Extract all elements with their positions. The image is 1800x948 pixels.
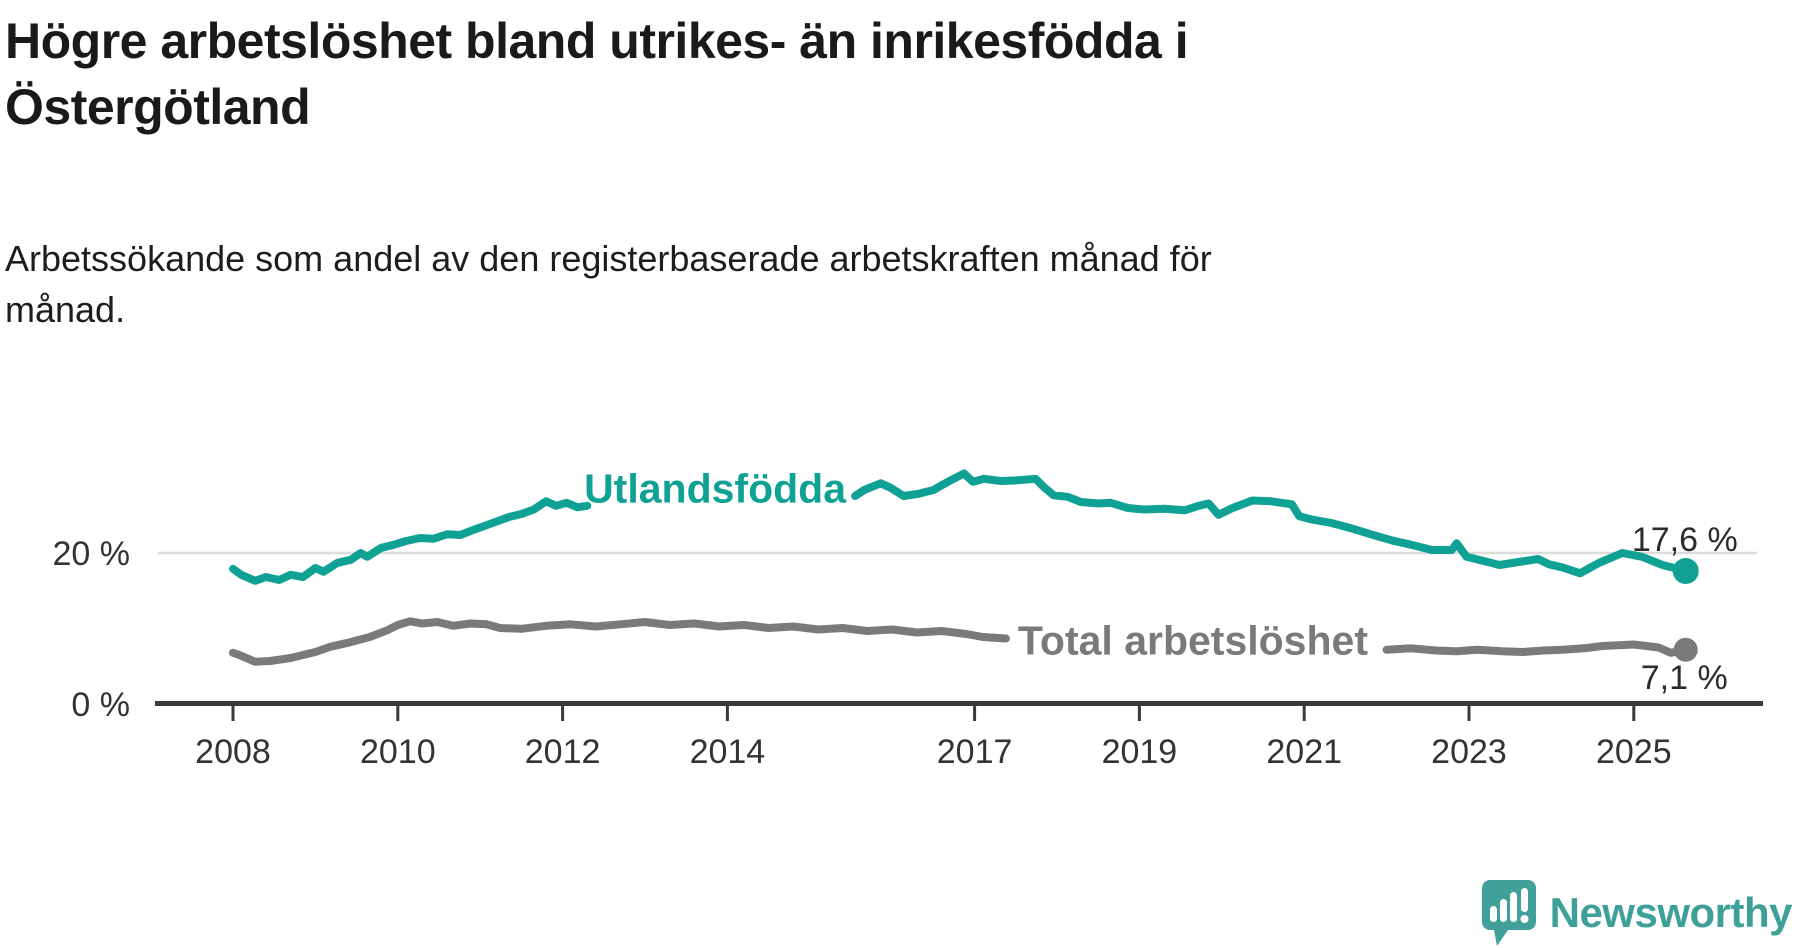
chart-title-line1: Högre arbetslöshet bland utrikes- än inr…: [5, 13, 1189, 69]
x-tick-label-2012: 2012: [525, 733, 601, 771]
end-value-label-utlandsfodda: 17,6 %: [1632, 521, 1738, 559]
x-tick-label-2017: 2017: [937, 733, 1013, 771]
series-line-utlandsfodda-seg0: [229, 497, 592, 585]
newsworthy-branding: Newsworthy: [1480, 878, 1793, 948]
chart-subtitle-line2: månad.: [5, 289, 126, 330]
x-tick-label-2023: 2023: [1431, 733, 1507, 771]
end-value-label-total: 7,1 %: [1641, 659, 1728, 697]
series-line-utlandsfodda-seg1: [851, 469, 1690, 578]
bar-3: [1509, 892, 1517, 922]
chart-title: Högre arbetslöshet bland utrikes- än inr…: [5, 8, 1525, 140]
x-tick-label-2025: 2025: [1596, 733, 1672, 771]
exclamation-stem: [1520, 888, 1528, 912]
newsworthy-logo-text: Newsworthy: [1549, 889, 1793, 936]
series-name-label-utlandsfodda: Utlandsfödda: [584, 466, 847, 512]
bar-1: [1489, 906, 1497, 922]
newsworthy-logo-icon: [1481, 880, 1536, 946]
series-line-total-seg1: [1382, 640, 1690, 657]
bar-2: [1499, 899, 1507, 922]
x-tick-label-2019: 2019: [1102, 733, 1178, 771]
x-tick-label-2010: 2010: [360, 733, 436, 771]
chart-subtitle: Arbetssökande som andel av den registerb…: [5, 233, 1485, 335]
series-labels-layer: 17,6 % Utlandsfödda 7,1 % Total arbetslöshe…: [584, 466, 1738, 697]
x-tick-label-2014: 2014: [690, 733, 766, 771]
x-axis-ticks: 2008 2010 2012 2014 2017 2019 2021 2023 2025: [195, 706, 1672, 771]
series-name-label-total: Total arbetslöshet: [1018, 617, 1368, 663]
y-tick-label-20: 20 %: [53, 535, 131, 573]
end-dot-total: [1673, 637, 1698, 662]
x-tick-label-2008: 2008: [195, 733, 271, 771]
y-tick-label-0: 0 %: [71, 686, 130, 724]
end-dot-utlandsfodda: [1672, 558, 1699, 584]
x-tick-label-2021: 2021: [1266, 733, 1342, 771]
chart-subtitle-line1: Arbetssökande som andel av den registerb…: [5, 238, 1212, 279]
series-layer: [229, 469, 1699, 666]
series-line-total-seg0: [229, 617, 1010, 666]
exclamation-dot: [1520, 915, 1529, 923]
chart-title-line2: Östergötland: [5, 79, 311, 135]
